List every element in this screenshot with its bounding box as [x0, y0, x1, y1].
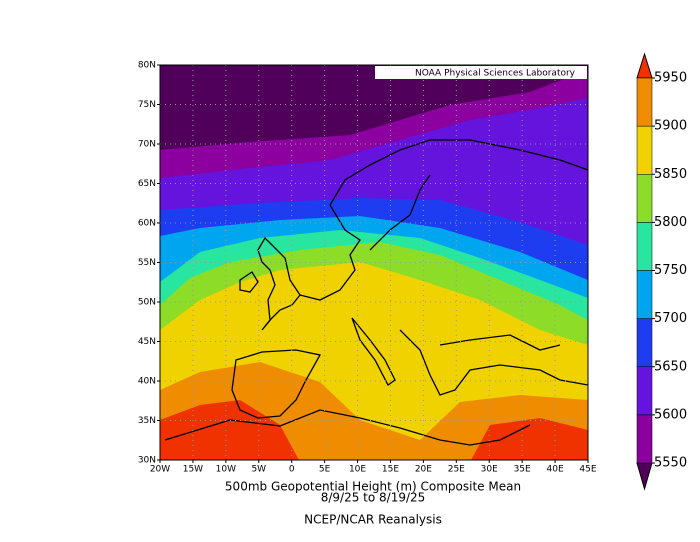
lat-tick-label: 30N: [138, 456, 156, 466]
caption-dates: 8/9/25 to 8/19/25: [321, 491, 426, 505]
colorbar-swatch: [636, 77, 653, 127]
coast-ireland: [239, 271, 259, 293]
colorbar-swatch: [636, 414, 653, 464]
colorbar-label: 5850: [654, 167, 687, 182]
caption-title: 500mb Geopotential Height (m) Composite …: [225, 480, 521, 494]
lon-tick-label: 10W: [216, 465, 236, 475]
map-field: [160, 65, 588, 460]
colorbar-label: 5900: [654, 119, 687, 134]
lon-tick-label: 45E: [579, 465, 596, 475]
coast-britain: [257, 236, 301, 331]
lat-tick-label: 70N: [138, 140, 156, 150]
caption-source: NCEP/NCAR Reanalysis: [304, 513, 442, 527]
coast-north: [299, 139, 588, 301]
lon-tick-label: 30E: [481, 465, 498, 475]
lon-tick-label: 20E: [415, 465, 432, 475]
colorbar-label: 5700: [654, 311, 687, 326]
colorbar-swatch: [636, 366, 653, 416]
lat-tick-label: 50N: [138, 298, 156, 308]
lon-tick-label: 5E: [319, 465, 331, 475]
graticule: [160, 65, 588, 460]
lon-tick-label: 40E: [547, 465, 564, 475]
colorbar-label: 5750: [654, 263, 687, 278]
lon-tick-label: 25E: [448, 465, 465, 475]
badge: NOAA Physical Sciences Laboratory: [415, 69, 576, 79]
lon-tick-label: 35E: [514, 465, 531, 475]
lat-tick-label: 60N: [138, 219, 156, 229]
colorbar-swatch: [636, 125, 653, 175]
colorbar-label: 5800: [654, 215, 687, 230]
coast-italy: [351, 317, 396, 386]
badge-box: [375, 66, 587, 79]
lon-tick-label: 0: [289, 465, 295, 475]
height-band: [160, 65, 588, 150]
colorbar-label: 5600: [654, 407, 687, 422]
colorbar-swatch: [636, 174, 653, 223]
lat-tick-label: 80N: [138, 61, 156, 71]
lat-tick-label: 40N: [138, 377, 156, 387]
lat-tick-label: 65N: [138, 179, 156, 189]
lon-tick-label: 5W: [251, 465, 266, 475]
lon-tick-label: 20W: [150, 465, 170, 475]
colorbar-label: 5950: [654, 71, 687, 86]
colorbar-swatch: [636, 222, 653, 271]
colorbar-label: 5650: [654, 359, 687, 374]
colorbar-swatch: [636, 270, 653, 319]
lat-tick-label: 55N: [138, 258, 156, 268]
colorbar-label: 5550: [654, 456, 687, 471]
coast-iberia: [231, 349, 322, 419]
colorbar: 5550 5600 5650 5700 5750 5800 5850 5900 5950: [636, 52, 687, 491]
colorbar-tip-low: [636, 462, 653, 491]
lat-tick-label: 45N: [138, 337, 156, 347]
colorbar-tip-high: [636, 52, 653, 79]
colorbar-swatch: [636, 318, 653, 367]
lon-tick-label: 15E: [382, 465, 399, 475]
lon-tick-label: 15W: [183, 465, 203, 475]
lat-tick-label: 35N: [138, 416, 156, 426]
lat-tick-label: 75N: [138, 100, 156, 110]
coast-balkans: [399, 329, 588, 396]
coast-africa: [164, 409, 531, 446]
lon-tick-label: 10E: [349, 465, 366, 475]
